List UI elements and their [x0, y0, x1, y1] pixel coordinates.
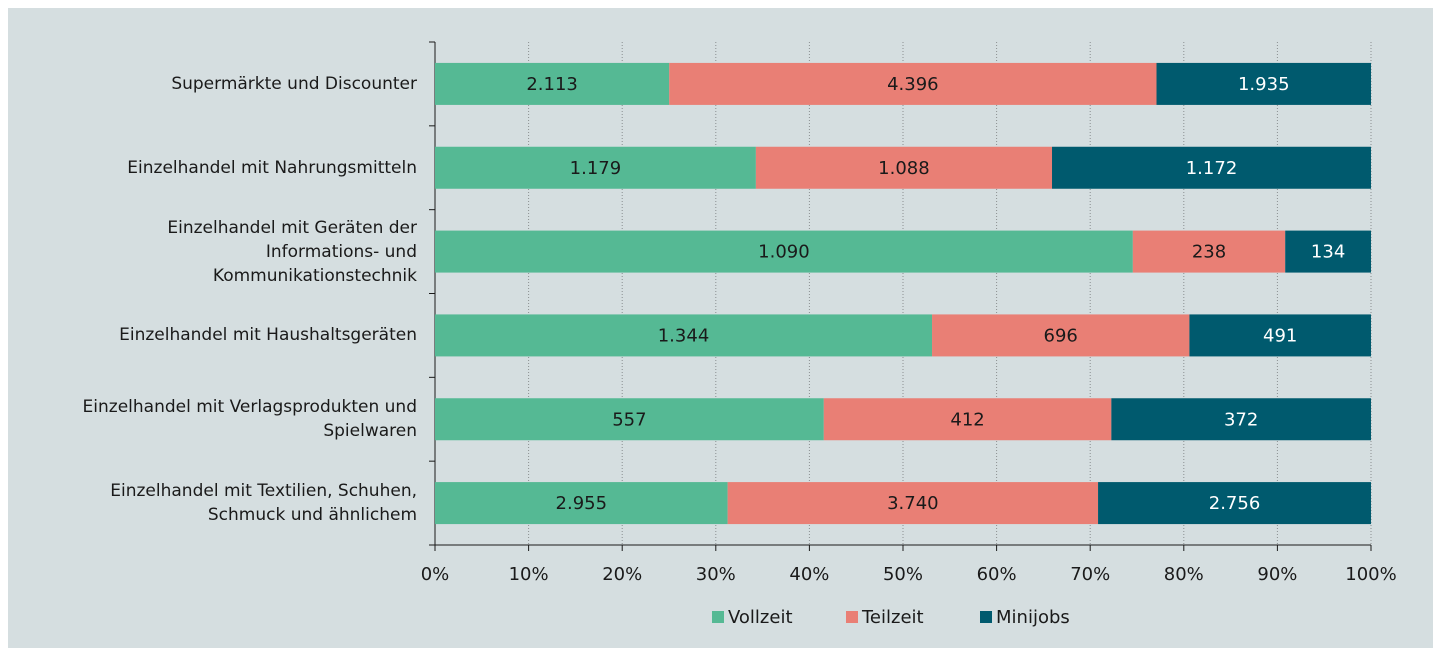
data-label: 372 [1224, 409, 1258, 430]
bar-segment [932, 314, 1190, 357]
data-label: 1.172 [1186, 158, 1238, 179]
data-label: 2.955 [556, 493, 608, 514]
data-label: 3.740 [887, 493, 939, 514]
bar-segment [755, 146, 1053, 189]
data-label: 1.935 [1238, 74, 1290, 95]
y-tick-label: Einzelhandel mit Haushaltsgeräten [119, 325, 417, 346]
bar-segment [727, 482, 1099, 525]
bar-segment [435, 62, 670, 105]
bar-segment [435, 230, 1133, 273]
legend-swatch [712, 611, 724, 623]
x-tick-label: 0% [421, 564, 450, 585]
x-tick-label: 70% [1070, 564, 1110, 585]
data-label: 491 [1263, 325, 1297, 346]
data-label: 1.179 [570, 158, 622, 179]
bar-segment [435, 146, 756, 189]
x-tick-label: 40% [789, 564, 829, 585]
y-tick-label: Einzelhandel mit Geräten der Information… [167, 217, 417, 286]
bar-segment [1285, 230, 1371, 273]
legend-label: Minijobs [996, 607, 1070, 628]
y-tick-label: Einzelhandel mit Verlagsprodukten und Sp… [82, 397, 417, 442]
x-tick-label: 10% [509, 564, 549, 585]
bar-segment [823, 398, 1112, 441]
data-label: 557 [612, 409, 646, 430]
bar-segment [1189, 314, 1371, 357]
legend-swatch [846, 611, 858, 623]
data-label: 134 [1311, 242, 1345, 263]
x-tick-label: 90% [1257, 564, 1297, 585]
x-tick-label: 30% [696, 564, 736, 585]
bar-segment [1052, 146, 1371, 189]
y-tick-label: Supermärkte und Discounter [171, 73, 417, 94]
legend-label: Vollzeit [728, 607, 793, 628]
bar-segment [1156, 62, 1371, 105]
y-tick-label: Einzelhandel mit Nahrungsmitteln [127, 157, 417, 178]
bar-segment [1098, 482, 1371, 525]
x-tick-label: 100% [1345, 564, 1396, 585]
x-tick-label: 80% [1164, 564, 1204, 585]
x-tick-label: 50% [883, 564, 923, 585]
bar-segment [669, 62, 1157, 105]
x-tick-label: 60% [977, 564, 1017, 585]
x-tick-label: 20% [602, 564, 642, 585]
data-label: 4.396 [887, 74, 939, 95]
bar-segment [435, 398, 824, 441]
data-label: 1.088 [878, 158, 930, 179]
data-label: 1.090 [758, 242, 810, 263]
bar-segment [1132, 230, 1286, 273]
bar-segment [435, 482, 728, 525]
data-label: 696 [1044, 325, 1078, 346]
data-label: 2.756 [1209, 493, 1261, 514]
bar-segment [435, 314, 933, 357]
legend-label: Teilzeit [861, 607, 924, 628]
data-label: 238 [1192, 242, 1226, 263]
bar-segment [1111, 398, 1371, 441]
data-label: 1.344 [658, 325, 710, 346]
legend-swatch [980, 611, 992, 623]
y-tick-label: Einzelhandel mit Textilien, Schuhen, Sch… [110, 481, 417, 526]
data-label: 412 [950, 409, 984, 430]
data-label: 2.113 [526, 74, 578, 95]
